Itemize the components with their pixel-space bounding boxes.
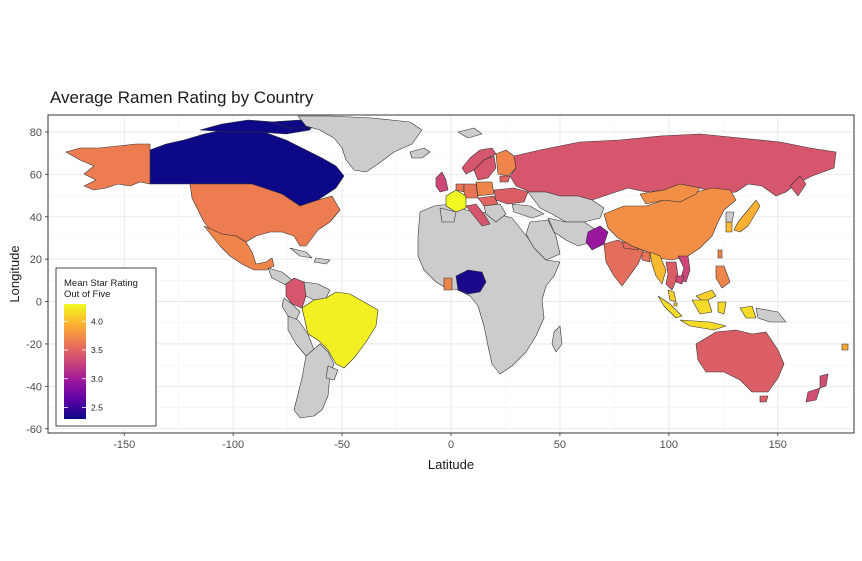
country-alaska [65,143,151,191]
country-ghana [443,277,453,291]
country-mongolia [639,183,701,205]
x-axis-ticks: -150 -100 -50 0 50 100 150 [113,433,787,451]
y-tick-label: 20 [30,254,42,266]
country-brazil [301,291,379,369]
legend: Mean Star Rating Out of Five 2.5 3.0 3.5 4.… [55,267,157,427]
country-indonesia [657,295,683,319]
country-south-korea [725,221,733,233]
x-tick-label: -150 [113,439,135,451]
country-italy [465,203,491,227]
country-estonia [499,175,511,183]
country-no-data [527,191,605,223]
country-vietnam [677,255,691,283]
legend-tick-label: 2.5 [91,403,103,413]
y-tick-label: -40 [26,381,42,393]
country-united-kingdom [435,171,449,193]
y-tick-label: -20 [26,339,42,351]
country-australia [695,329,785,393]
country-no-data [725,211,735,223]
country-no-data [755,307,787,323]
country-nigeria [455,269,487,295]
country-indonesia [679,319,727,331]
country-japan [733,199,761,233]
country-mexico [203,225,275,271]
country-no-data [457,127,483,139]
country-malaysia [667,289,677,303]
y-axis-title: Longitude [7,245,22,302]
country-poland [475,181,495,197]
country-colombia [285,277,307,309]
x-tick-label: 100 [660,439,678,451]
country-russia [789,175,807,197]
y-tick-label: 0 [36,297,42,309]
country-indonesia [739,305,757,319]
x-tick-label: 150 [769,439,787,451]
country-fiji [841,343,849,351]
x-tick-label: -100 [222,439,244,451]
country-no-data [293,343,335,419]
country-indonesia [717,301,727,315]
country-new-zealand [805,387,821,403]
country-no-data [313,257,331,265]
country-bangladesh [641,251,651,263]
legend-ticks: 2.5 3.0 3.5 4.0 [64,316,103,413]
x-tick-label: -50 [334,439,350,451]
country-no-data [439,207,457,223]
country-no-data [551,325,563,353]
legend-title-line-2: Out of Five [64,289,110,300]
country-no-data [297,115,423,173]
country-no-data [483,203,507,223]
chart-title: Average Ramen Rating by Country [50,88,314,107]
country-no-data [409,147,431,159]
country-australia [759,395,769,403]
y-tick-label: 40 [30,212,42,224]
country-philippines [715,265,731,289]
legend-colorbar [64,304,86,419]
country-no-data [325,365,339,381]
y-tick-label: 60 [30,169,42,181]
country-indonesia [691,299,713,315]
x-tick-label: 50 [554,439,566,451]
y-tick-label: -60 [26,424,42,436]
x-tick-label: 0 [448,439,454,451]
legend-tick-label: 3.5 [91,345,103,355]
country-shapes [65,115,849,419]
country-no-data [525,219,561,261]
x-axis-title: Latitude [428,457,474,472]
country-no-data [289,247,313,259]
country-no-data [511,203,545,219]
y-tick-label: 80 [30,127,42,139]
y-axis-ticks: -60 -40 -20 0 20 40 60 80 [26,127,48,436]
legend-title-line-1: Mean Star Rating [64,278,138,289]
country-sweden [473,155,497,181]
country-germany [463,183,479,199]
country-myanmar [649,251,667,285]
legend-tick-label: 3.0 [91,374,103,384]
country-singapore [673,302,678,307]
country-thailand [665,261,679,291]
country-taiwan [717,249,723,259]
legend-tick-label: 4.0 [91,316,103,326]
country-cambodia [675,275,685,285]
country-new-zealand [819,373,829,389]
country-ukraine [493,187,529,205]
